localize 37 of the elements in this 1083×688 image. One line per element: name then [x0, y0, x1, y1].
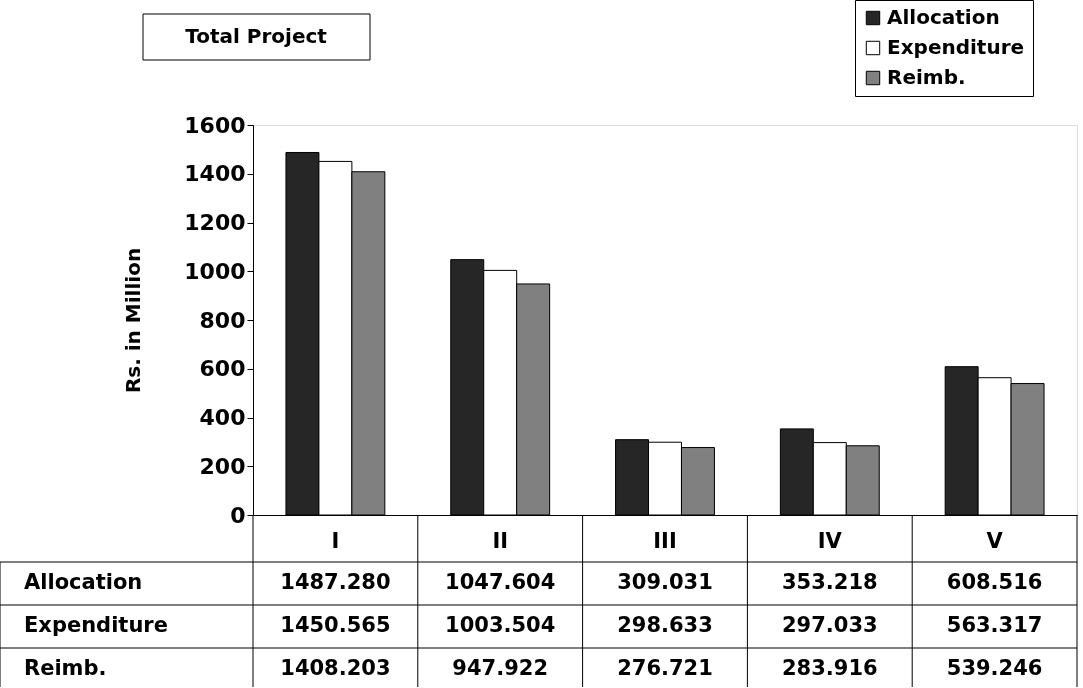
data-label: 947.922 [452, 656, 549, 680]
text: Expenditure [24, 613, 168, 637]
data-label: 353.218 [781, 570, 878, 594]
y-tick-label: 400 [199, 405, 246, 430]
data-label: 563.317 [946, 613, 1043, 637]
x-tick-label: III [653, 528, 677, 553]
data-label: 1047.604 [445, 570, 556, 594]
y-tick-label: 800 [199, 307, 246, 333]
data-label: 608.516 [946, 570, 1043, 594]
data-label: 297.033 [781, 613, 878, 637]
data-label: 276.721 [617, 656, 713, 680]
y-tick-label: 600 [199, 356, 246, 382]
y-tick-label: 1600 [184, 112, 246, 138]
y-axis-title: Rs. in Million [121, 247, 146, 394]
y-tick-label: 1000 [184, 258, 246, 284]
y-tick-label: 200 [199, 453, 246, 479]
text: Reimb. [24, 656, 107, 680]
legend-label: Allocation [887, 5, 1000, 29]
data-label: 298.633 [617, 613, 713, 637]
x-tick-label: I [331, 528, 340, 553]
data-label: 1450.565 [280, 613, 391, 637]
y-tick-label: 0 [230, 502, 246, 528]
data-label: 1408.203 [280, 656, 391, 680]
legend-label: Reimb. [887, 65, 966, 89]
chart-title: Total Project [185, 24, 328, 48]
text: Allocation [24, 570, 143, 594]
data-label: 283.916 [781, 656, 878, 680]
data-label: 539.246 [946, 656, 1043, 680]
data-label: 1487.280 [280, 570, 391, 594]
x-tick-label: II [492, 528, 509, 553]
data-label: 309.031 [617, 570, 713, 594]
legend-label: Expenditure [887, 35, 1025, 59]
x-tick-label: V [986, 528, 1004, 553]
data-label: 1003.504 [445, 613, 556, 637]
y-tick-label: 1200 [184, 210, 246, 235]
x-tick-label: IV [817, 528, 843, 553]
y-tick-label: 1400 [184, 161, 246, 187]
